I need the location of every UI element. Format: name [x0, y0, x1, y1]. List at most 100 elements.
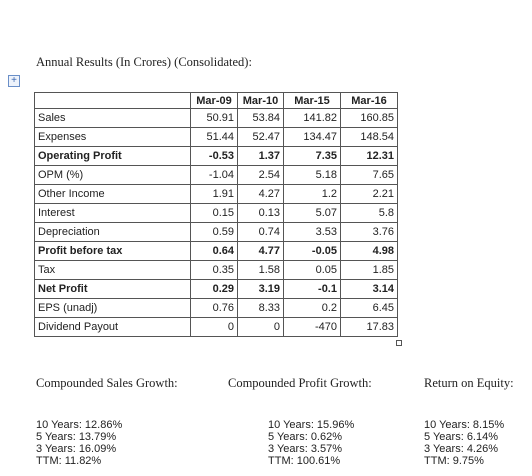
section-item: 5 Years: 6.14%: [424, 431, 499, 443]
cell-value: 7.65: [340, 165, 398, 185]
corner-cell: [34, 92, 191, 109]
section-items: 10 Years: 12.86% 5 Years: 13.79% 3 Years: …: [36, 406, 178, 467]
row-label: Depreciation: [34, 222, 191, 242]
section-item: 3 Years: 4.26%: [424, 443, 499, 455]
cell-value: 3.76: [340, 222, 398, 242]
cell-value: 148.54: [340, 127, 398, 147]
cell-value: 50.91: [190, 108, 238, 128]
column-header: Mar-15: [283, 92, 341, 109]
section-item: TTM: 11.82%: [36, 455, 102, 467]
section-items: 10 Years: 15.96% 5 Years: 0.62% 3 Years: 3…: [268, 406, 372, 467]
table-row: Depreciation 0.59 0.74 3.53 3.76: [34, 222, 398, 242]
section-item: 10 Years: 12.86%: [36, 419, 123, 431]
section-item: 5 Years: 13.79%: [36, 431, 117, 443]
cell-value: 0.15: [190, 203, 238, 223]
table-row: Tax 0.35 1.58 0.05 1.85: [34, 260, 398, 280]
section: Compounded Sales Growth: 10 Years: 12.86%…: [36, 376, 178, 467]
cell-value: -470: [283, 317, 341, 337]
cell-value: 141.82: [283, 108, 341, 128]
cell-value: 0.64: [190, 241, 238, 261]
cell-value: 6.45: [340, 298, 398, 318]
table-row: Interest 0.15 0.13 5.07 5.8: [34, 203, 398, 223]
section-item: 10 Years: 15.96%: [268, 419, 355, 431]
section-item: 3 Years: 3.57%: [268, 443, 343, 455]
title: Annual Results (In Crores) (Consolidated…: [36, 55, 252, 69]
row-label: Interest: [34, 203, 191, 223]
table-row: Profit before tax 0.64 4.77 -0.05 4.98: [34, 241, 398, 261]
row-label: Operating Profit: [34, 146, 191, 166]
cell-value: 4.27: [237, 184, 284, 204]
table-row: EPS (unadj) 0.76 8.33 0.2 6.45: [34, 298, 398, 318]
table-row: Other Income 1.91 4.27 1.2 2.21: [34, 184, 398, 204]
cell-value: 0.76: [190, 298, 238, 318]
cell-value: 1.58: [237, 260, 284, 280]
cell-value: 5.07: [283, 203, 341, 223]
cell-value: 0.05: [283, 260, 341, 280]
table-row: Expenses 51.44 52.47 134.47 148.54: [34, 127, 398, 147]
row-label: Other Income: [34, 184, 191, 204]
cell-value: -0.05: [283, 241, 341, 261]
cell-value: 0.59: [190, 222, 238, 242]
cell-value: -0.1: [283, 279, 341, 299]
header-row: Mar-09 Mar-10 Mar-15 Mar-16: [34, 92, 398, 109]
row-label: OPM (%): [34, 165, 191, 185]
results-table: Mar-09 Mar-10 Mar-15 Mar-16 Sales 50.91 53.84…: [34, 92, 398, 337]
cell-value: 17.83: [340, 317, 398, 337]
column-header: Mar-10: [237, 92, 284, 109]
cell-value: 0.29: [190, 279, 238, 299]
cell-value: 2.21: [340, 184, 398, 204]
table-row: Sales 50.91 53.84 141.82 160.85: [34, 108, 398, 128]
cell-value: 0.13: [237, 203, 284, 223]
cell-value: 0.74: [237, 222, 284, 242]
table-row: Dividend Payout 0 0 -470 17.83: [34, 317, 398, 337]
cell-value: 4.77: [237, 241, 284, 261]
cell-value: 5.18: [283, 165, 341, 185]
row-label: Sales: [34, 108, 191, 128]
cell-value: 0: [237, 317, 284, 337]
cell-value: 12.31: [340, 146, 398, 166]
cell-value: 134.47: [283, 127, 341, 147]
section-item: 10 Years: 8.15%: [424, 419, 505, 431]
section-items: 10 Years: 8.15% 5 Years: 6.14% 3 Years: 4.…: [424, 406, 514, 467]
cell-value: 160.85: [340, 108, 398, 128]
cell-value: 3.19: [237, 279, 284, 299]
row-label: Expenses: [34, 127, 191, 147]
cell-value: 5.8: [340, 203, 398, 223]
cell-value: 51.44: [190, 127, 238, 147]
column-header: Mar-16: [340, 92, 398, 109]
section-title: Compounded Profit Growth:: [228, 376, 372, 390]
section-item: 5 Years: 0.62%: [268, 431, 343, 443]
cell-value: 2.54: [237, 165, 284, 185]
cell-value: -0.53: [190, 146, 238, 166]
row-label: Profit before tax: [34, 241, 191, 261]
column-header: Mar-09: [190, 92, 238, 109]
cell-value: 1.37: [237, 146, 284, 166]
section: Return on Equity: 10 Years: 8.15% 5 Years:…: [424, 376, 514, 467]
resize-handle[interactable]: [396, 340, 402, 346]
cell-value: 0: [190, 317, 238, 337]
cell-value: 1.2: [283, 184, 341, 204]
cell-value: 53.84: [237, 108, 284, 128]
cell-value: 1.91: [190, 184, 238, 204]
move-handle[interactable]: +: [8, 75, 20, 87]
cell-value: 7.35: [283, 146, 341, 166]
row-label: Tax: [34, 260, 191, 280]
cell-value: 3.14: [340, 279, 398, 299]
row-label: EPS (unadj): [34, 298, 191, 318]
cell-value: 1.85: [340, 260, 398, 280]
section-item: TTM: 100.61%: [268, 455, 341, 467]
cell-value: -1.04: [190, 165, 238, 185]
table-row: Operating Profit -0.53 1.37 7.35 12.31: [34, 146, 398, 166]
cell-value: 0.35: [190, 260, 238, 280]
section: Compounded Profit Growth: 10 Years: 15.96…: [228, 376, 372, 467]
section-title: Compounded Sales Growth:: [36, 376, 178, 390]
cell-value: 3.53: [283, 222, 341, 242]
table-row: OPM (%) -1.04 2.54 5.18 7.65: [34, 165, 398, 185]
cell-value: 8.33: [237, 298, 284, 318]
section-item: TTM: 9.75%: [424, 455, 484, 467]
cell-value: 4.98: [340, 241, 398, 261]
section-title: Return on Equity:: [424, 376, 514, 390]
row-label: Net Profit: [34, 279, 191, 299]
cell-value: 52.47: [237, 127, 284, 147]
